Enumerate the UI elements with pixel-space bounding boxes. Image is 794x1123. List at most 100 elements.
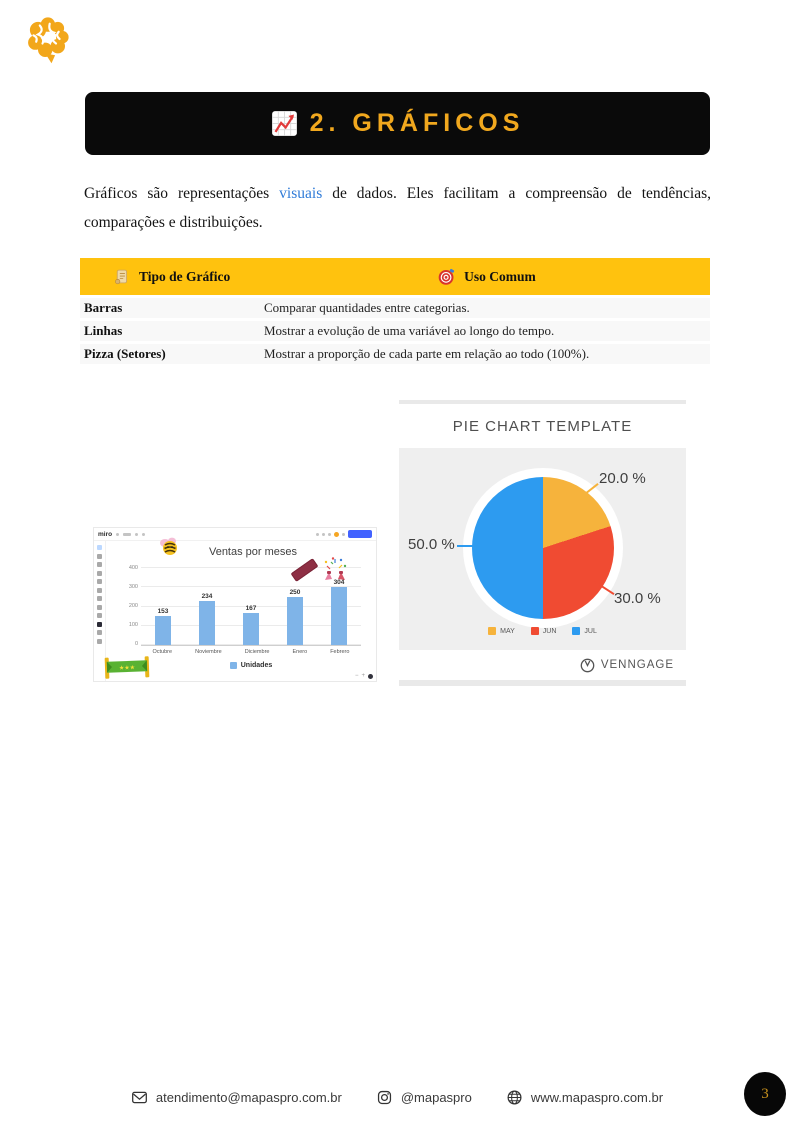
legend-label: MAY — [500, 627, 515, 635]
scroll-icon — [115, 269, 128, 285]
miro-topbar: miro — [94, 528, 376, 541]
bar-value-label: 304 — [333, 579, 345, 586]
pie-label-jun: 30.0 % — [614, 590, 661, 607]
legend-label: Unidades — [240, 662, 273, 669]
bar-y-axis: 400 300 200 100 0 — [118, 565, 138, 647]
tool-icon — [97, 630, 102, 635]
leader-line — [457, 545, 473, 547]
bar-group: 250 — [276, 568, 314, 645]
brain-logo-icon — [20, 12, 74, 66]
share-button — [348, 530, 372, 538]
bar — [155, 616, 171, 645]
bar-xlabels: Octubre Noviembre Diciembre Enero Febrero — [141, 649, 361, 655]
table-header-tipo: Tipo de Gráfico — [80, 268, 264, 285]
page-number: 3 — [761, 1085, 769, 1102]
bar-group: 234 — [188, 568, 226, 645]
avatar — [334, 531, 339, 537]
svg-text:★★★: ★★★ — [119, 664, 135, 672]
instagram-icon — [377, 1090, 391, 1104]
tool-icon — [97, 613, 102, 618]
brand-bar: VENNGAGE — [399, 650, 686, 680]
target-icon — [438, 268, 455, 285]
miro-zoom-controls: − + — [355, 673, 373, 679]
bar-value-label: 250 — [289, 589, 301, 596]
footer-instagram-text: @mapaspro — [400, 1089, 472, 1105]
table-row: Linhas Mostrar a evolução de uma variáve… — [80, 321, 710, 344]
bar — [331, 587, 347, 645]
section-title: 2. GRÁFICOS — [309, 109, 525, 137]
table-header-row: Tipo de Gráfico Uso Comum — [80, 258, 710, 298]
tool-icon — [97, 579, 102, 584]
footer-website-text: www.mapaspro.com.br — [530, 1089, 664, 1105]
cell-uso: Mostrar a proporção de cada parte em rel… — [264, 346, 590, 361]
tool-icon — [97, 553, 102, 559]
legend-swatch — [229, 662, 237, 669]
y-tick-label: 200 — [128, 603, 138, 609]
x-tick-label: Diciembre — [244, 649, 270, 655]
venngage-logo-icon — [580, 658, 595, 672]
brand-name: VENNGAGE — [600, 659, 674, 671]
banner-sticker-icon: ★★★ — [103, 655, 152, 680]
bar-group: 153 — [144, 568, 182, 645]
bar-plot: 153 234 167 250 304 — [141, 567, 361, 646]
bar-group: 304 — [320, 568, 358, 645]
bar-legend: Unidades — [141, 662, 361, 669]
chart-types-table: Tipo de Gráfico Uso Comum Barras Compara… — [80, 258, 710, 367]
x-tick-label: Octubre — [152, 649, 173, 655]
confetti-sticker-icon — [321, 556, 349, 582]
footer-instagram: @mapaspro — [376, 1089, 472, 1106]
help-button — [368, 673, 373, 679]
x-tick-label: Noviembre — [195, 649, 222, 655]
intro-highlight: visuais — [279, 185, 323, 202]
bar-value-label: 167 — [245, 605, 257, 612]
legend-swatch — [488, 627, 497, 635]
bar — [199, 601, 215, 645]
tool-icon — [97, 562, 102, 567]
pie-chart-image: PIE CHART TEMPLATE 20.0 % 50.0 % 30.0 % … — [399, 400, 686, 686]
table-row: Pizza (Setores) Mostrar a proporção de c… — [80, 344, 710, 367]
cell-tipo: Pizza (Setores) — [84, 346, 166, 361]
pie — [472, 477, 614, 619]
table-row: Barras Comparar quantidades entre catego… — [80, 298, 710, 321]
cell-uso: Comparar quantidades entre categorias. — [264, 300, 470, 315]
tool-icon — [97, 596, 102, 601]
tool-icon — [97, 621, 102, 627]
bar-group: 167 — [232, 568, 270, 645]
legend-label: JUL — [584, 627, 597, 635]
pie-label-jul: 50.0 % — [408, 536, 455, 553]
bee-sticker-icon — [157, 535, 181, 559]
y-tick-label: 100 — [128, 622, 138, 628]
legend-label: JUN — [542, 627, 557, 635]
intro-text-after: de dados. Eles facilitam a compreensão d… — [84, 185, 711, 231]
footer-email: atendimento@mapaspro.com.br — [131, 1089, 342, 1106]
table-header-uso: Uso Comum — [264, 268, 710, 285]
y-tick-label: 400 — [128, 565, 138, 571]
legend-item: MAY — [488, 627, 515, 635]
envelope-icon — [131, 1091, 147, 1103]
x-tick-label: Febrero — [330, 649, 350, 655]
page-footer: atendimento@mapaspro.com.br @mapaspro ww… — [0, 1083, 794, 1111]
intro-text-before: Gráficos são representações — [84, 185, 280, 202]
cell-tipo: Linhas — [84, 323, 123, 338]
legend-swatch — [572, 627, 581, 635]
legend-item: JUL — [572, 627, 597, 635]
chart-increasing-icon — [271, 110, 298, 137]
footer-website: www.mapaspro.com.br — [506, 1089, 663, 1106]
bar-value-label: 153 — [157, 608, 169, 615]
footer-email-text: atendimento@mapaspro.com.br — [155, 1089, 342, 1105]
y-tick-label: 300 — [128, 584, 138, 590]
pie-label-may: 20.0 % — [599, 470, 646, 487]
pie-legend: MAY JUN JUL — [399, 627, 686, 635]
pie-chart-title: PIE CHART TEMPLATE — [399, 404, 686, 448]
x-tick-label: Enero — [292, 649, 308, 655]
miro-topbar-actions — [316, 530, 372, 538]
bar-chart-image: miro Ventas por meses 400 300 200 100 0 153 2… — [93, 527, 377, 682]
legend-swatch — [530, 627, 539, 635]
cell-uso: Mostrar a evolução de uma variável ao lo… — [264, 323, 555, 338]
bar — [287, 597, 303, 645]
y-tick-label: 0 — [134, 641, 138, 647]
tool-icon — [97, 638, 102, 644]
section-banner: 2. GRÁFICOS — [85, 92, 710, 155]
table-header-label: Uso Comum — [464, 268, 536, 284]
miro-logo: miro — [98, 530, 113, 538]
